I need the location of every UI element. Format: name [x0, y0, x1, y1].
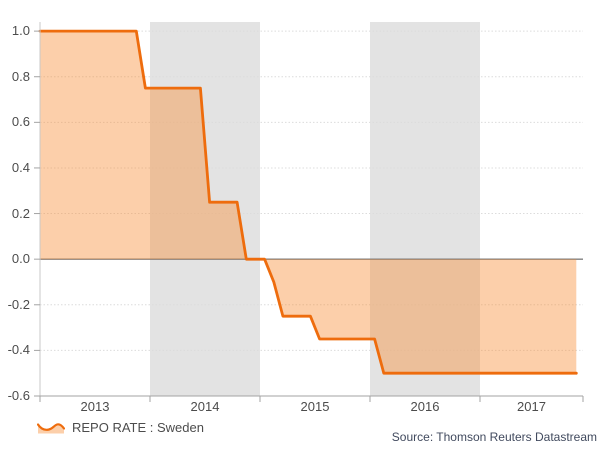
legend: REPO RATE : Sweden [37, 419, 204, 435]
y-axis-label: 0.6 [11, 114, 30, 130]
source-attribution: Source: Thomson Reuters Datastream [391, 430, 597, 444]
y-axis-label: 0.4 [11, 159, 30, 175]
legend-line-icon [37, 422, 65, 433]
y-axis-label: -0.6 [7, 388, 30, 403]
x-axis-label: 2015 [300, 399, 330, 414]
x-axis-label: 2016 [410, 399, 440, 414]
legend-label: REPO RATE : Sweden [72, 419, 204, 435]
shaded-year-band [150, 22, 260, 396]
x-axis-label: 2017 [517, 399, 546, 414]
y-axis-label: 1.0 [11, 23, 30, 39]
x-axis-label: 2014 [190, 399, 220, 414]
x-axis-label: 2013 [80, 399, 110, 414]
y-axis-label: -0.2 [7, 296, 30, 312]
shaded-year-band [370, 22, 480, 396]
y-axis-label: 0.2 [11, 205, 30, 221]
area-fill [40, 31, 577, 374]
repo-rate-line [38, 29, 578, 375]
y-axis-label: 0.0 [11, 251, 30, 267]
y-axis-label: -0.4 [7, 342, 30, 358]
y-axis-label: 0.8 [11, 68, 30, 84]
